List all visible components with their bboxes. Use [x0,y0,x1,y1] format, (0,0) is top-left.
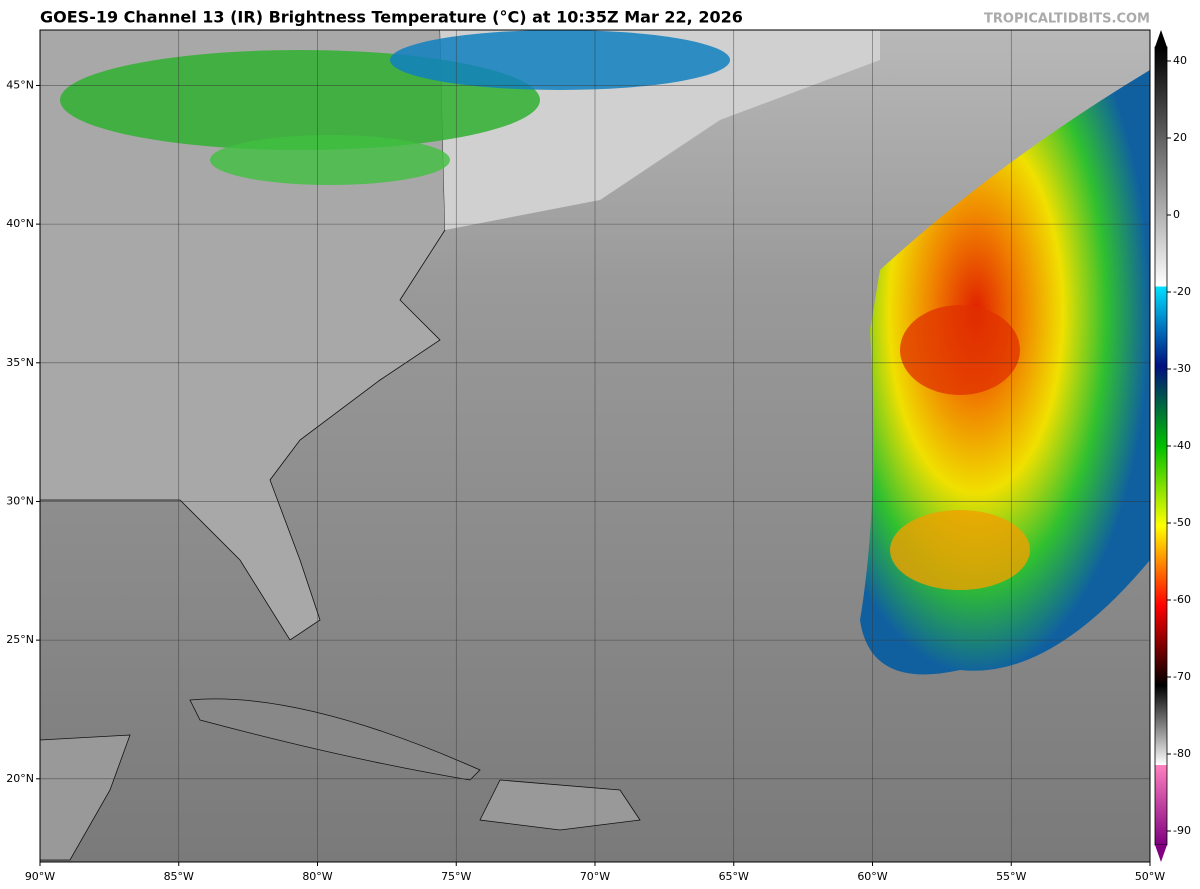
lat-tick-label: 20°N [6,772,34,785]
lat-tick-label: 35°N [6,356,34,369]
colorbar-tick-label: -20 [1173,285,1191,298]
colorbar [1154,46,1168,846]
lat-tick-label: 25°N [6,633,34,646]
lon-tick-label: 55°W [996,870,1026,883]
lon-tick-label: 65°W [719,870,749,883]
lat-tick-label: 30°N [6,494,34,507]
lon-tick-label: 90°W [25,870,55,883]
colorbar-tick-label: 40 [1173,54,1187,67]
colorbar-cap [1155,845,1167,862]
colorbar-tick-label: -80 [1173,747,1191,760]
colorbar-tick-label: -50 [1173,516,1191,529]
colorbar-cap [1155,30,1167,47]
colorbar-tick-label: -70 [1173,670,1191,683]
colorbar-tick-label: -40 [1173,439,1191,452]
lon-tick-label: 75°W [441,870,471,883]
lon-tick-label: 80°W [302,870,332,883]
colorbar-tick-label: -60 [1173,593,1191,606]
lat-tick-label: 40°N [6,217,34,230]
title: GOES-19 Channel 13 (IR) Brightness Tempe… [40,8,743,27]
lon-tick-label: 85°W [164,870,194,883]
lon-tick-label: 50°W [1135,870,1165,883]
colorbar-tick-label: 0 [1173,208,1180,221]
lat-tick-label: 45°N [6,78,34,91]
colorbar-tick-label: -30 [1173,362,1191,375]
credit: TROPICALTIDBITS.COM [984,12,1150,27]
lon-tick-label: 60°W [857,870,887,883]
colorbar-tick-label: 20 [1173,131,1187,144]
map-frame [39,29,1151,863]
colorbar-tick-label: -90 [1173,824,1191,837]
lon-tick-label: 70°W [580,870,610,883]
